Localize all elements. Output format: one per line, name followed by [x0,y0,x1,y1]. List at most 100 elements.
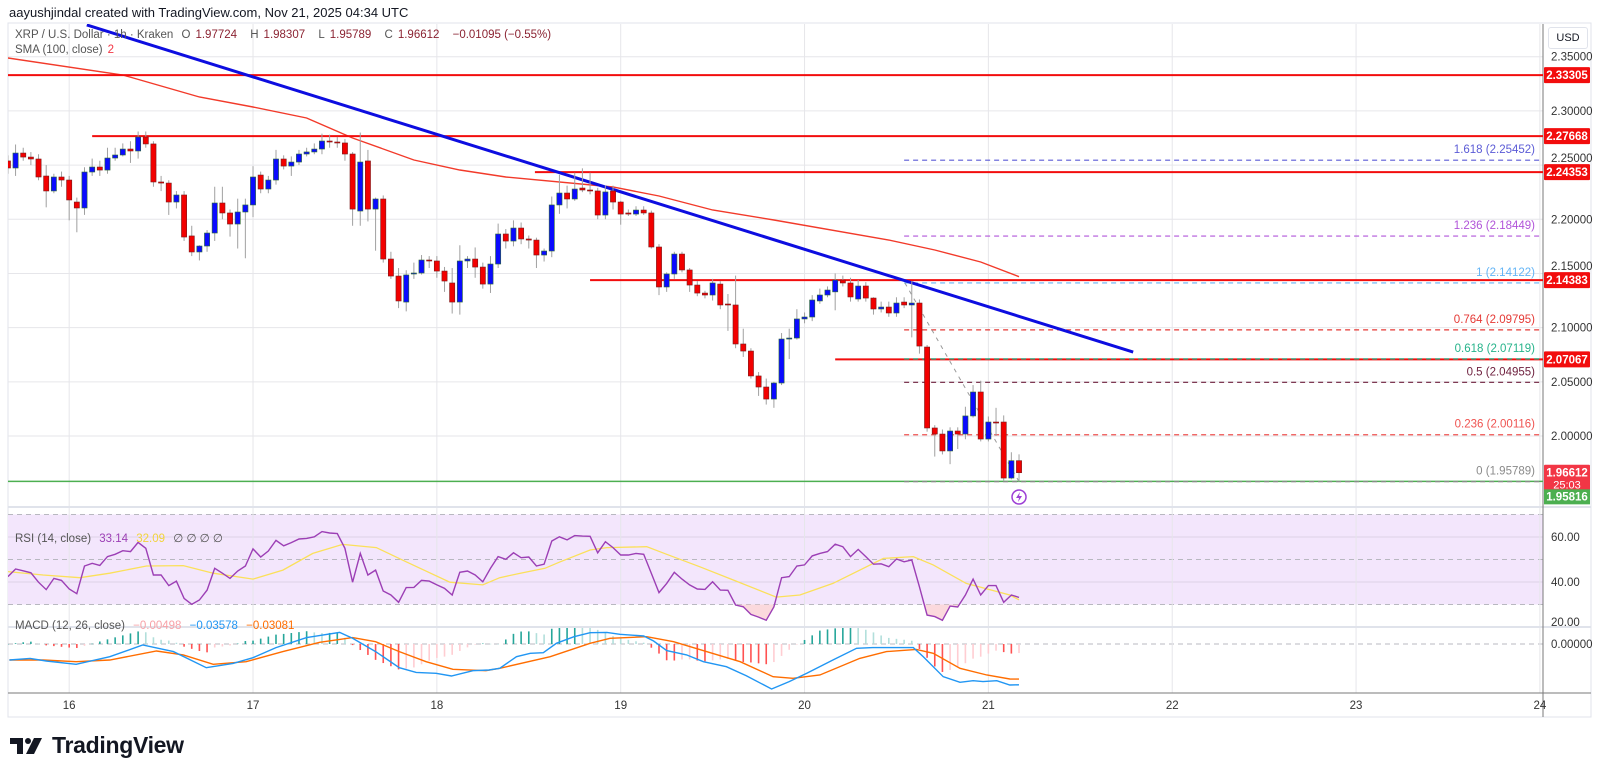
macd-histogram-bar [956,644,959,668]
tradingview-logo[interactable]: TradingView [10,732,184,759]
macd-pane[interactable] [7,625,1020,690]
chart-canvas[interactable]: 1.618 (2.25452) 1.236 (2.18449) 1 (2.14122… [0,0,1600,725]
candle-body-down [717,283,724,306]
time-tick-label: 18 [430,700,443,712]
candle [349,152,356,226]
candle [311,143,318,155]
fib-diagonal-line [904,282,1020,482]
macd-histogram-bar [152,637,155,644]
macd-histogram-bar [37,643,40,645]
candle-body-up [464,258,471,262]
candle [740,328,747,357]
candle-body-down [702,292,708,296]
macd-histogram-bar [259,638,262,644]
candle-body-down [349,153,356,210]
candle [441,266,448,292]
candle-body-up [671,253,678,275]
macd-title: MACD (12, 26, close) [15,620,125,632]
candle [472,247,479,278]
macd-histogram-bar [505,639,507,644]
candle [625,209,632,217]
macd-histogram-bar [757,644,760,664]
candle [548,196,555,258]
sma-100-line [8,57,1020,278]
candle [931,425,938,457]
macd-histogram-bar [137,631,139,644]
macd-histogram-bar [482,643,484,645]
macd-histogram-bar [236,643,239,645]
candle-body-down [931,427,938,435]
macd-histogram-bar [190,644,193,649]
candle [165,180,172,215]
rsi-legend[interactable]: RSI (14, close) 33.14 32.09 ∅ ∅ ∅ ∅ [15,531,228,545]
price-tick-label: 2.10000 [1551,323,1593,335]
time-tick-label: 17 [247,700,260,712]
fib-level-label: 1 (2.14122) [1476,267,1535,279]
candle-body-down [686,269,693,286]
candle [479,262,486,289]
macd-histogram-bar [819,630,821,644]
candle [778,333,785,386]
candle [939,429,946,455]
candle-body-down [564,192,570,200]
candle [602,185,609,220]
macd-histogram-bar [175,642,178,644]
macd-histogram-bar [413,644,415,668]
candle-body-down [870,297,877,310]
fib-level-label: 1.236 (2.18449) [1454,220,1535,232]
macd-histogram-bar [535,633,538,644]
level-price-tag-bg [1544,164,1590,181]
candle [12,144,19,176]
sma-legend[interactable]: SMA (100, close) 2 [15,44,119,56]
candle [755,372,762,396]
candle-body-up [211,202,218,234]
macd-histogram-bar [949,644,951,671]
candle [502,229,509,249]
macd-histogram-bar [229,644,231,646]
rsi-tick-label: 40.00 [1551,577,1580,589]
candle-body-down [748,350,754,377]
macd-histogram-bar [857,628,859,644]
candle-body-up [633,209,639,215]
candle-body-down [479,266,486,285]
fib-level-label: 0.236 (2.00116) [1455,419,1536,431]
candle-body-down [694,284,701,294]
macd-histogram-bar [60,644,63,647]
rsi-pane[interactable] [8,530,1020,622]
macd-histogram-bar [359,644,362,651]
currency-button[interactable]: USD [1548,27,1588,49]
candle [1016,454,1022,482]
macd-histogram-bar [926,644,928,658]
macd-hist-value: −0.00498 [133,620,182,632]
candle [403,270,410,312]
macd-histogram-bar [252,640,254,644]
candle-body-up [809,299,816,318]
macd-histogram-bar [865,629,867,644]
candle-body-down [150,143,157,183]
candle [303,147,310,157]
candle-body-up [947,430,953,452]
candle-body-down [165,182,172,203]
candle-body-down [679,253,685,271]
candle-body-up [234,211,241,225]
macd-legend[interactable]: MACD (12, 26, close) −0.00498 −0.03578 −… [15,620,299,632]
macd-histogram-bar [282,633,285,644]
candle-body-down [625,212,632,215]
level-price-tag: 2.14383 [1546,275,1588,287]
candle [832,273,839,311]
price-pane[interactable]: 1.618 (2.25452) 1.236 (2.18449) 1 (2.14122… [5,24,1543,505]
macd-histogram-bar [45,644,47,646]
candle-body-up [273,158,279,181]
price-tick-label: 2.05000 [1551,377,1593,389]
symbol-title[interactable]: XRP / U.S. Dollar · 1h · Kraken [15,29,174,41]
macd-histogram-bar [811,635,813,644]
candle-body-up [824,289,831,296]
macd-histogram-bar [788,644,791,650]
candle-body-down [725,303,731,306]
candle [954,427,961,450]
candle [801,312,808,324]
price-tick-label: 2.35000 [1551,52,1593,64]
candle [211,186,218,241]
ohlc-close: C 1.96612 [384,29,440,41]
candle [66,175,73,221]
